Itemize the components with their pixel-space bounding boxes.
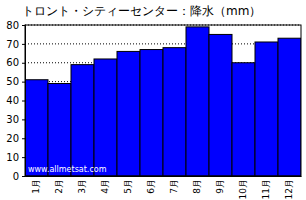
x-tick-label: 12月: [284, 179, 294, 199]
x-tick-label: 7月: [169, 179, 179, 194]
y-tick: 50: [6, 76, 25, 87]
x-tick: 9月: [215, 176, 225, 194]
x-tick: 6月: [146, 176, 156, 194]
x-tick-label: 2月: [54, 179, 64, 194]
x-tick: 4月: [100, 176, 110, 194]
y-tick: 20: [6, 133, 25, 144]
bar: [186, 27, 209, 176]
annotation: www.allmetsat.com: [28, 165, 107, 174]
bar: [94, 59, 117, 176]
x-tick-label: 4月: [100, 179, 110, 194]
plot: www.allmetsat.com 0 10 20 30 40 50 60 70 80 1月 2月 3月…: [6, 20, 301, 200]
y-tick-mark: [22, 44, 25, 45]
x-tick: 8月: [192, 176, 202, 194]
x-tick: 2月: [54, 176, 64, 194]
y-tick: 40: [6, 95, 25, 106]
y-tick-mark: [22, 157, 25, 158]
y-tick-label: 80: [6, 20, 19, 31]
plot-frame: [25, 25, 301, 176]
y-tick-label: 40: [6, 95, 19, 106]
x-tick: 7月: [169, 176, 179, 194]
bar: [71, 65, 94, 176]
bar: [209, 34, 232, 176]
bar: [25, 80, 48, 176]
y-axis-line: [22, 26, 26, 177]
x-tick-label: 5月: [123, 179, 133, 194]
y-tick-mark: [22, 82, 25, 83]
y-tick-label: 60: [6, 57, 19, 68]
y-tick-mark: [22, 63, 25, 64]
x-tick-label: 3月: [77, 179, 87, 194]
bar: [140, 50, 163, 176]
bar: [117, 51, 140, 176]
x-tick: 11月: [261, 176, 271, 199]
y-tick-label: 70: [6, 39, 19, 50]
y-tick-label: 50: [6, 76, 19, 87]
x-tick: 3月: [77, 176, 87, 194]
y-tick-mark: [22, 119, 25, 120]
bar: [278, 38, 301, 176]
y-tick: 70: [6, 39, 25, 50]
y-tick-label: 10: [6, 152, 19, 163]
y-tick-mark: [22, 101, 25, 102]
bar: [232, 63, 255, 176]
plot-background: [25, 25, 301, 176]
x-tick: 1月: [31, 176, 41, 194]
x-tick: 12月: [284, 176, 294, 199]
y-tick: 30: [6, 114, 25, 125]
y-axis: 0 10 20 30 40 50 60 70 80: [6, 20, 25, 182]
x-tick-label: 8月: [192, 179, 202, 194]
y-tick: 60: [6, 57, 25, 68]
chart: www.allmetsat.com 0 10 20 30 40 50 60 70 80 1月 2月 3月…: [0, 0, 306, 200]
y-tick-mark: [22, 138, 25, 139]
x-tick: 10月: [238, 176, 248, 199]
x-tick-label: 11月: [261, 179, 271, 199]
x-axis: 1月 2月 3月 4月 5月 6月 7月 8月 9月 10月 11月 12月: [26, 176, 302, 199]
grid: [25, 25, 301, 176]
y-tick-label: 0: [13, 171, 19, 182]
bar: [48, 84, 71, 176]
x-tick-label: 9月: [215, 179, 225, 194]
y-tick: 10: [6, 152, 25, 163]
y-tick-mark: [22, 25, 25, 26]
bar: [163, 48, 186, 176]
bar: [255, 42, 278, 176]
x-tick-label: 1月: [31, 179, 41, 194]
y-tick-label: 30: [6, 114, 19, 125]
y-tick-label: 20: [6, 133, 19, 144]
x-axis-line: [26, 176, 302, 177]
x-tick-label: 6月: [146, 179, 156, 194]
x-tick-label: 10月: [238, 179, 248, 199]
bars: [25, 27, 301, 176]
y-tick: 0: [13, 171, 25, 182]
title: トロント・シティーセンター：降水（mm）: [22, 4, 261, 18]
y-tick: 80: [6, 20, 25, 31]
x-tick: 5月: [123, 176, 133, 194]
y-tick-mark: [22, 176, 25, 177]
